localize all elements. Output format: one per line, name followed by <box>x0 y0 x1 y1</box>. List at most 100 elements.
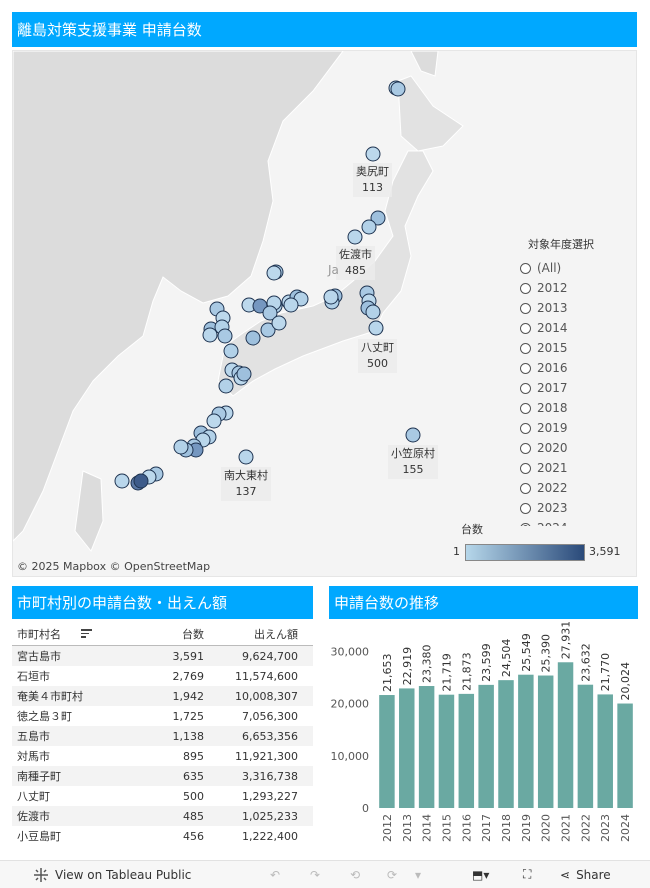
bar[interactable] <box>478 684 494 808</box>
radio-icon[interactable] <box>520 502 531 514</box>
radio-icon[interactable] <box>520 522 531 526</box>
year-option[interactable]: 2013 <box>520 298 630 318</box>
radio-icon[interactable] <box>520 282 531 294</box>
island-marker[interactable] <box>283 297 299 313</box>
table-row[interactable]: 八丈町 500 1,293,227 <box>12 786 313 806</box>
undo-icon[interactable]: ↶ <box>270 867 281 882</box>
island-marker[interactable] <box>202 327 218 343</box>
table-row[interactable]: 宮古島市 3,591 9,624,700 <box>12 646 313 666</box>
bar[interactable] <box>577 684 594 808</box>
island-marker[interactable] <box>390 81 406 97</box>
radio-icon[interactable] <box>520 462 531 474</box>
year-option[interactable]: 2017 <box>520 378 630 398</box>
radio-icon[interactable] <box>520 482 531 494</box>
table-row[interactable]: 対馬市 895 11,921,300 <box>12 746 313 766</box>
island-marker[interactable] <box>245 330 261 346</box>
island-marker[interactable] <box>236 366 252 382</box>
island-marker[interactable] <box>260 322 276 338</box>
radio-icon[interactable] <box>520 402 531 414</box>
radio-icon[interactable] <box>520 442 531 454</box>
year-option[interactable]: 2014 <box>520 318 630 338</box>
redo-icon[interactable]: ↷ <box>310 867 321 882</box>
table-row[interactable]: 徳之島３町 1,725 7,056,300 <box>12 706 313 726</box>
bar[interactable] <box>557 662 574 808</box>
island-marker[interactable] <box>173 439 189 455</box>
legend-min: 1 <box>453 545 460 558</box>
view-on-tableau-button[interactable]: View on Tableau Public <box>33 861 191 888</box>
island-marker[interactable] <box>223 343 239 359</box>
year-option[interactable]: 2016 <box>520 358 630 378</box>
island-marker[interactable] <box>114 473 130 489</box>
bar[interactable] <box>399 688 415 808</box>
bar-value-label: 21,770 <box>599 653 612 692</box>
table-row[interactable]: 奄美４市町村 1,942 10,008,307 <box>12 686 313 706</box>
island-marker[interactable] <box>405 427 421 443</box>
island-marker[interactable] <box>368 320 384 336</box>
year-option[interactable]: 2019 <box>520 418 630 438</box>
year-option[interactable]: 2020 <box>520 438 630 458</box>
refresh-icon[interactable]: ⟳ <box>387 867 398 882</box>
island-marker[interactable] <box>347 229 363 245</box>
bar[interactable] <box>438 694 455 808</box>
island-marker[interactable] <box>206 413 222 429</box>
island-marker[interactable] <box>218 378 234 394</box>
year-option[interactable]: 2023 <box>520 498 630 518</box>
island-marker[interactable] <box>323 289 339 305</box>
table-row[interactable]: 南種子町 635 3,316,738 <box>12 766 313 786</box>
cell-count: 1,942 <box>172 689 205 703</box>
radio-icon[interactable] <box>520 302 531 314</box>
island-marker[interactable] <box>133 473 149 489</box>
year-option[interactable]: 2018 <box>520 398 630 418</box>
table-row[interactable]: 石垣市 2,769 11,574,600 <box>12 666 313 686</box>
island-marker[interactable] <box>365 146 381 162</box>
radio-icon[interactable] <box>520 422 531 434</box>
download-icon[interactable]: ⬒▾ <box>472 867 490 882</box>
revert-icon[interactable]: ⟲ <box>350 867 361 882</box>
year-option[interactable]: 2022 <box>520 478 630 498</box>
radio-icon[interactable] <box>520 342 531 354</box>
year-option[interactable]: (All) <box>520 258 630 278</box>
bar[interactable] <box>597 694 613 808</box>
bar[interactable] <box>498 680 514 808</box>
radio-icon[interactable] <box>520 362 531 374</box>
land-china-korea <box>13 51 344 542</box>
table-row[interactable]: 小豆島町 456 1,222,400 <box>12 826 313 846</box>
bar[interactable] <box>458 693 475 808</box>
map-view[interactable]: 奥尻町 113 佐渡市 485 八丈町 500 小笠原村 155 南大東村 137 Ja … <box>12 50 637 577</box>
bar[interactable] <box>617 703 633 808</box>
municipality-table: 市町村名 台数 出えん額 宮古島市 3,591 9,624,700 石垣市 2,769 1… <box>12 622 313 846</box>
year-option[interactable]: 2024 <box>520 518 630 526</box>
tableau-toolbar: View on Tableau Public ↶ ↷ ⟲ ⟳ ▾ ⬒▾ ⛶ ⋖ S… <box>0 860 650 888</box>
island-marker[interactable] <box>271 315 287 331</box>
cell-count: 500 <box>183 789 204 803</box>
island-marker[interactable] <box>238 449 254 465</box>
year-option[interactable]: 2012 <box>520 278 630 298</box>
bar[interactable] <box>379 695 395 808</box>
sort-icon[interactable] <box>81 627 92 640</box>
cell-amount: 10,008,307 <box>235 689 298 703</box>
bar[interactable] <box>518 674 534 808</box>
radio-icon[interactable] <box>520 382 531 394</box>
x-tick-label: 2017 <box>480 814 493 842</box>
y-tick-label: 20,000 <box>331 698 370 711</box>
year-filter[interactable]: 対象年度選択 (All) 2012 2013 2014 2015 2016 2017 2018… <box>520 236 630 526</box>
island-marker[interactable] <box>361 219 377 235</box>
island-marker[interactable] <box>365 304 381 320</box>
bar[interactable] <box>537 675 554 808</box>
radio-icon[interactable] <box>520 322 531 334</box>
island-marker[interactable] <box>262 305 278 321</box>
refresh-dropdown-icon[interactable]: ▾ <box>415 867 422 882</box>
fullscreen-icon[interactable]: ⛶ <box>523 867 532 881</box>
map-canvas <box>13 51 464 552</box>
year-option[interactable]: 2015 <box>520 338 630 358</box>
radio-icon[interactable] <box>520 262 531 274</box>
table-row[interactable]: 五島市 1,138 6,653,356 <box>12 726 313 746</box>
table-row[interactable]: 佐渡市 485 1,025,233 <box>12 806 313 826</box>
island-marker[interactable] <box>217 328 233 344</box>
share-button[interactable]: ⋖ Share <box>560 861 611 888</box>
bar[interactable] <box>418 686 435 808</box>
map-credits[interactable]: © 2025 Mapbox © OpenStreetMap <box>17 560 211 573</box>
island-marker[interactable] <box>370 210 386 226</box>
year-option[interactable]: 2021 <box>520 458 630 478</box>
island-marker[interactable] <box>266 265 282 281</box>
